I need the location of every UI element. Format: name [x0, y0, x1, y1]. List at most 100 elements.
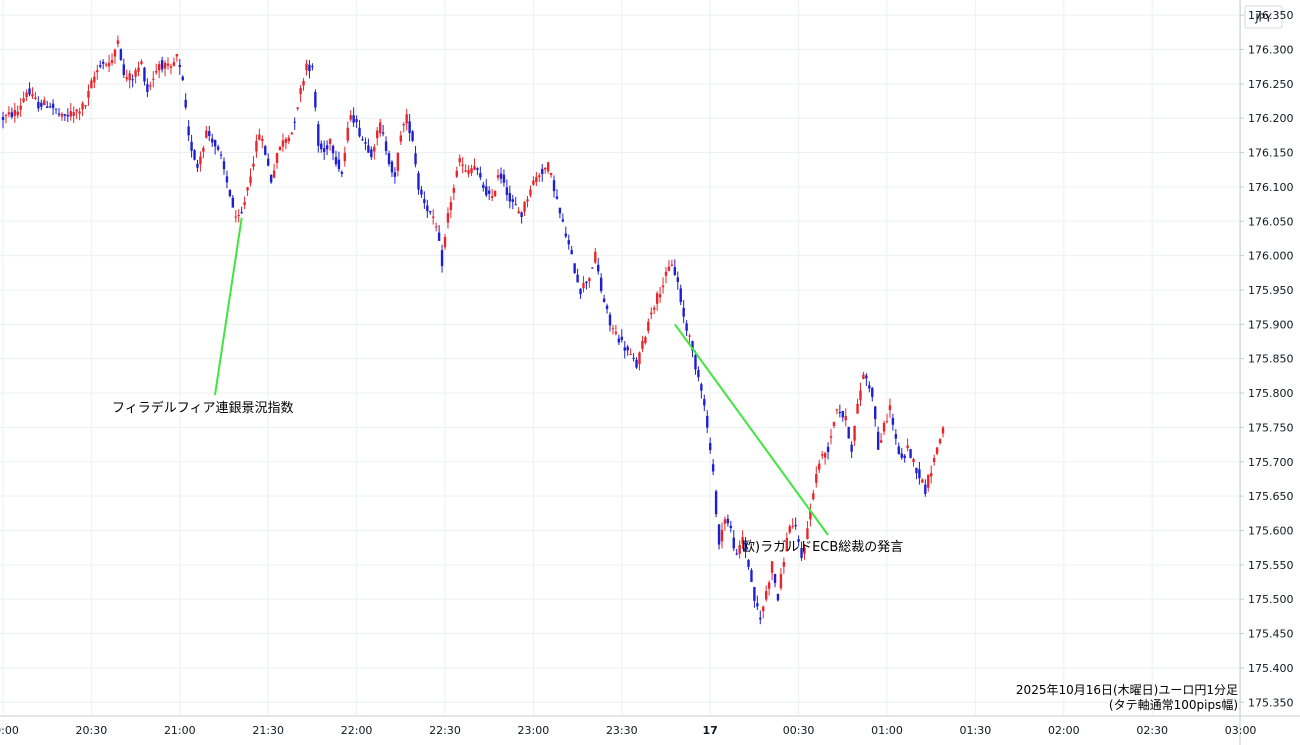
- candle: [343, 146, 347, 167]
- candle: [499, 167, 503, 184]
- candle: [605, 303, 609, 314]
- candle: [558, 207, 562, 219]
- candle: [128, 70, 131, 89]
- candle: [378, 118, 382, 137]
- candle-body: [78, 111, 81, 114]
- candle-body: [75, 109, 78, 112]
- candle-body: [296, 107, 299, 109]
- candle-body: [653, 307, 656, 310]
- candle: [69, 103, 72, 121]
- candle-body: [384, 141, 388, 151]
- candle: [685, 320, 688, 337]
- candle: [81, 101, 84, 117]
- candle-body: [932, 458, 936, 463]
- price-tick-label: 176.150: [1248, 147, 1294, 160]
- candle: [90, 77, 93, 89]
- candle: [812, 489, 815, 501]
- candle: [573, 263, 576, 274]
- candle-body: [838, 412, 842, 414]
- candle: [331, 144, 335, 161]
- candle: [308, 60, 311, 79]
- candle-body: [729, 525, 733, 529]
- candle-body: [638, 352, 641, 365]
- candle-body: [543, 167, 547, 170]
- candle-body: [408, 121, 411, 134]
- candle-body: [337, 159, 341, 170]
- time-tick-label: 03:00: [1225, 724, 1257, 737]
- candle: [446, 207, 450, 229]
- candle-body: [237, 215, 240, 217]
- candle: [729, 520, 733, 533]
- candle: [225, 170, 229, 189]
- candle-body: [894, 434, 898, 439]
- candle: [874, 405, 877, 427]
- candle-body: [181, 76, 184, 81]
- candle-body: [597, 264, 600, 272]
- candle: [594, 247, 597, 265]
- candle-body: [564, 233, 568, 237]
- candle: [552, 175, 556, 198]
- candle: [48, 102, 52, 109]
- annotation-leader-line: [214, 217, 243, 396]
- candle-body: [240, 212, 243, 214]
- time-tick-label: 22:00: [341, 724, 373, 737]
- annotation-label: フィラデルフィア連銀景況指数: [112, 400, 293, 416]
- candle: [906, 438, 909, 452]
- candle: [809, 503, 812, 527]
- candle-body: [19, 105, 22, 110]
- candle-body: [399, 135, 402, 142]
- currency-badge[interactable]: [1244, 5, 1283, 29]
- candle: [290, 131, 293, 135]
- candle-body: [169, 66, 173, 68]
- candle: [51, 99, 55, 116]
- candle: [193, 149, 196, 161]
- candle: [119, 48, 123, 61]
- candle-body: [585, 281, 588, 284]
- candle: [865, 373, 868, 386]
- candle: [541, 163, 544, 182]
- candle: [711, 459, 715, 476]
- candle-body: [770, 561, 774, 573]
- candle-body: [579, 288, 582, 295]
- candle-body: [455, 170, 458, 177]
- candle: [107, 54, 111, 73]
- candle: [490, 188, 494, 202]
- candle-body: [66, 114, 70, 117]
- candle-body: [355, 119, 358, 123]
- candle: [726, 514, 730, 527]
- time-tick-label: 01:30: [960, 724, 992, 737]
- candle: [611, 324, 615, 335]
- candle-body: [287, 137, 291, 142]
- candle: [706, 410, 709, 434]
- candle: [888, 398, 892, 418]
- candle-body: [499, 173, 503, 179]
- candle-body: [317, 124, 320, 146]
- price-tick-label: 176.200: [1248, 112, 1294, 125]
- candle: [66, 108, 70, 123]
- candle-body: [476, 168, 479, 170]
- annotation-leader-line: [674, 323, 829, 536]
- candle: [514, 196, 517, 206]
- candle-body: [697, 370, 700, 378]
- candle-body: [63, 114, 67, 116]
- candle-body: [464, 170, 467, 172]
- price-tick-labels: 176.350 176.300 176.250 176.200 176.150 176.1…: [1240, 9, 1294, 709]
- candle-body: [941, 427, 945, 434]
- candle: [903, 454, 906, 463]
- candle: [620, 329, 623, 343]
- candle: [546, 161, 550, 174]
- candle-body: [493, 190, 497, 196]
- candle-body: [122, 64, 126, 75]
- candle-body: [588, 278, 591, 282]
- candle-body: [10, 112, 14, 118]
- candle-body: [143, 67, 146, 82]
- candle-body: [868, 385, 871, 389]
- time-tick-label: 02:30: [1136, 724, 1168, 737]
- price-tick-label: 175.450: [1248, 628, 1294, 641]
- candle: [302, 77, 305, 91]
- candle-body: [175, 53, 179, 57]
- candle: [390, 160, 394, 178]
- candle: [591, 267, 594, 269]
- candle-body: [629, 354, 632, 356]
